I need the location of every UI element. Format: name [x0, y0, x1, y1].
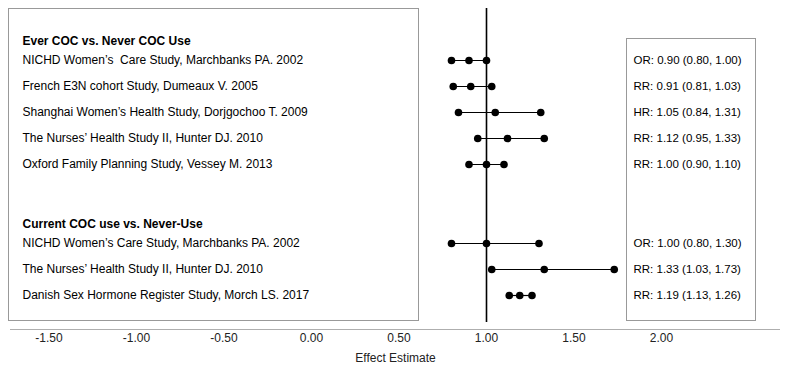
svg-text:1.00: 1.00 — [475, 331, 499, 345]
svg-text:-0.50: -0.50 — [210, 331, 238, 345]
svg-text:Oxford Family Planning Study,: Oxford Family Planning Study, Vessey M. … — [23, 157, 273, 171]
svg-text:0.00: 0.00 — [300, 331, 324, 345]
svg-text:Effect Estimate: Effect Estimate — [355, 351, 436, 365]
svg-text:RR: 1.33 (1.03, 1.73): RR: 1.33 (1.03, 1.73) — [634, 263, 742, 275]
svg-text:NICHD Women’s Care Study, Marc: NICHD Women’s Care Study, Marchbanks PA.… — [23, 236, 301, 250]
svg-text:RR: 1.19 (1.13, 1.26): RR: 1.19 (1.13, 1.26) — [634, 289, 742, 301]
svg-text:RR: 1.12 (0.95, 1.33): RR: 1.12 (0.95, 1.33) — [634, 132, 742, 144]
svg-text:Ever COC vs. Never COC Use: Ever COC vs. Never COC Use — [23, 34, 191, 48]
svg-text:2.00: 2.00 — [650, 331, 674, 345]
svg-text:The Nurses’ Health Study II, H: The Nurses’ Health Study II, Hunter DJ. … — [23, 262, 264, 276]
svg-text:Danish Sex Hormone Register St: Danish Sex Hormone Register Study, Morch… — [23, 288, 310, 302]
svg-text:-1.50: -1.50 — [35, 331, 63, 345]
svg-text:Shanghai Women’s Health Study,: Shanghai Women’s Health Study, Dorjgocho… — [23, 105, 309, 119]
svg-text:Current COC use vs. Never-Use: Current COC use vs. Never-Use — [23, 217, 203, 231]
svg-text:-1.00: -1.00 — [123, 331, 151, 345]
svg-text:1.50: 1.50 — [562, 331, 586, 345]
svg-text:OR: 1.00 (0.80, 1.30): OR: 1.00 (0.80, 1.30) — [634, 237, 742, 249]
svg-text:0.50: 0.50 — [387, 331, 411, 345]
svg-text:RR: 0.91 (0.81, 1.03): RR: 0.91 (0.81, 1.03) — [634, 80, 742, 92]
svg-text:HR: 1.05 (0.84, 1.31): HR: 1.05 (0.84, 1.31) — [634, 106, 742, 118]
svg-text:RR: 1.00 (0.90, 1.10): RR: 1.00 (0.90, 1.10) — [634, 158, 742, 170]
svg-text:French E3N cohort Study, Dumea: French E3N cohort Study, Dumeaux V. 2005 — [23, 79, 259, 93]
svg-text:OR: 0.90 (0.80, 1.00): OR: 0.90 (0.80, 1.00) — [634, 54, 742, 66]
svg-text:NICHD Women’s Care Study, Mar: NICHD Women’s Care Study, Marchbanks PA.… — [23, 53, 304, 67]
svg-text:The Nurses’ Health Study II, H: The Nurses’ Health Study II, Hunter DJ. … — [23, 131, 264, 145]
